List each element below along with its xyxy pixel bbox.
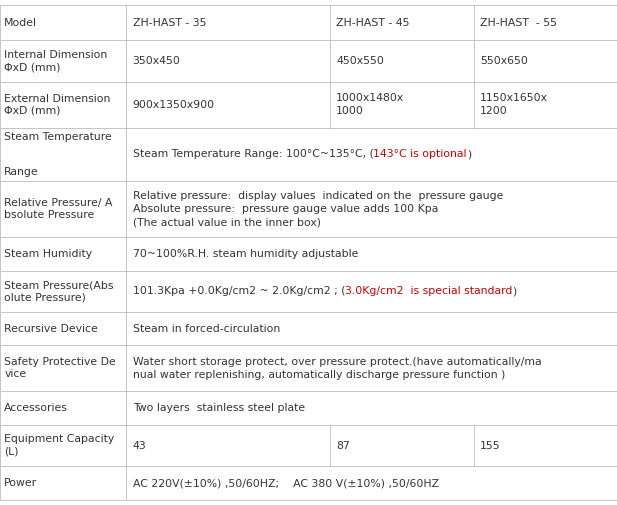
- Text: Internal Dimension
ΦxD (mm): Internal Dimension ΦxD (mm): [4, 49, 107, 72]
- Text: External Dimension
ΦxD (mm): External Dimension ΦxD (mm): [4, 93, 110, 116]
- Text: 1150x1650x
1200: 1150x1650x 1200: [480, 93, 548, 116]
- Text: Steam Humidity: Steam Humidity: [4, 249, 93, 259]
- Text: 3.0Kg/cm2  is special standard: 3.0Kg/cm2 is special standard: [345, 286, 512, 296]
- Text: Model: Model: [4, 18, 37, 28]
- Text: 70~100%R.H. steam humidity adjustable: 70~100%R.H. steam humidity adjustable: [133, 249, 358, 259]
- Text: Steam Temperature: Steam Temperature: [4, 132, 112, 142]
- Text: Recursive Device: Recursive Device: [4, 324, 98, 334]
- Text: Equipment Capacity
(L): Equipment Capacity (L): [4, 434, 115, 457]
- Text: ): ): [512, 286, 516, 296]
- Text: 143°C is optional: 143°C is optional: [373, 149, 467, 159]
- Text: AC 220V(±10%) ,50/60HZ;    AC 380 V(±10%) ,50/60HZ: AC 220V(±10%) ,50/60HZ; AC 380 V(±10%) ,…: [133, 478, 439, 488]
- Text: Water short storage protect, over pressure protect.(have automatically/ma
nual w: Water short storage protect, over pressu…: [133, 357, 541, 380]
- Text: Range: Range: [4, 167, 39, 177]
- Text: Relative Pressure/ A
bsolute Pressure: Relative Pressure/ A bsolute Pressure: [4, 198, 113, 220]
- Text: ZH-HAST - 45: ZH-HAST - 45: [336, 18, 410, 28]
- Text: Steam Pressure(Abs
olute Pressure): Steam Pressure(Abs olute Pressure): [4, 280, 114, 302]
- Text: Relative pressure:  display values  indicated on the  pressure gauge
Absolute pr: Relative pressure: display values indica…: [133, 191, 503, 227]
- Text: Accessories: Accessories: [4, 403, 68, 413]
- Text: ): ): [467, 149, 471, 159]
- Text: 550x650: 550x650: [480, 56, 528, 66]
- Text: Safety Protective De
vice: Safety Protective De vice: [4, 357, 116, 379]
- Text: 900x1350x900: 900x1350x900: [133, 100, 215, 110]
- Text: Two layers  stainless steel plate: Two layers stainless steel plate: [133, 403, 305, 413]
- Text: 450x550: 450x550: [336, 56, 384, 66]
- Text: Steam in forced-circulation: Steam in forced-circulation: [133, 324, 280, 334]
- Text: 1000x1480x
1000: 1000x1480x 1000: [336, 93, 405, 116]
- Text: ZH-HAST  - 55: ZH-HAST - 55: [480, 18, 557, 28]
- Text: 350x450: 350x450: [133, 56, 181, 66]
- Text: 43: 43: [133, 440, 146, 450]
- Text: 87: 87: [336, 440, 350, 450]
- Text: Steam Temperature Range: 100°C~135°C, (: Steam Temperature Range: 100°C~135°C, (: [133, 149, 373, 159]
- Text: 101.3Kpa +0.0Kg/cm2 ~ 2.0Kg/cm2 ; (: 101.3Kpa +0.0Kg/cm2 ~ 2.0Kg/cm2 ; (: [133, 286, 345, 296]
- Text: 155: 155: [480, 440, 500, 450]
- Text: Power: Power: [4, 478, 38, 488]
- Text: ZH-HAST - 35: ZH-HAST - 35: [133, 18, 206, 28]
